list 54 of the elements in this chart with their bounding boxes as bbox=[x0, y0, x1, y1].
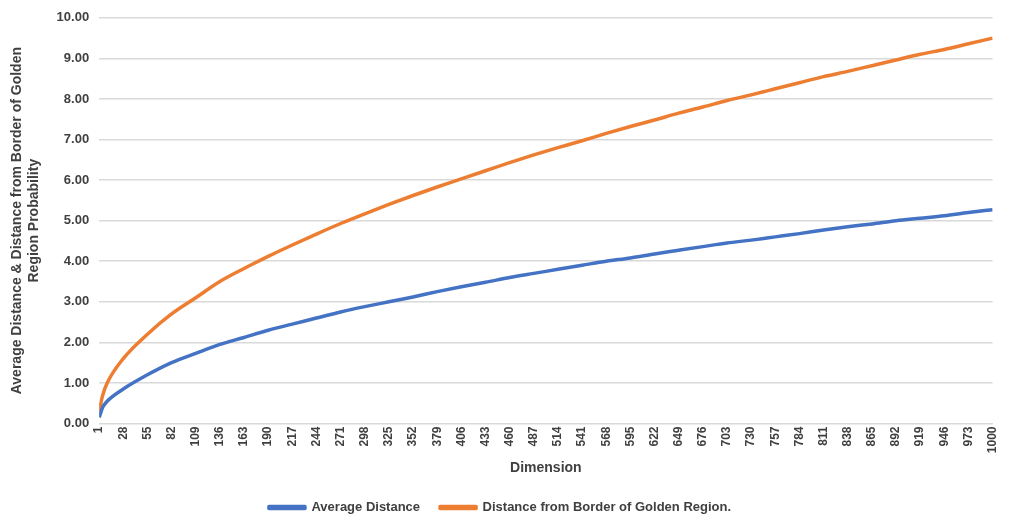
x-tick-label: 946 bbox=[936, 426, 951, 447]
x-tick-label: 1 bbox=[91, 426, 106, 434]
x-tick-label: 541 bbox=[574, 426, 589, 447]
x-tick-label: 217 bbox=[284, 426, 299, 447]
x-tick-label: 784 bbox=[791, 426, 806, 447]
x-tick-label: 244 bbox=[308, 426, 323, 447]
y-tick-label: 8.00 bbox=[63, 90, 90, 106]
x-tick-label: 514 bbox=[550, 426, 565, 447]
x-tick-label: 460 bbox=[501, 426, 516, 447]
y-axis-title: Average Distance & Distance from Border of Golden Region Probability bbox=[8, 47, 42, 395]
x-tick-label: 109 bbox=[188, 426, 203, 447]
x-tick-label: 568 bbox=[598, 426, 613, 447]
x-tick-label: 352 bbox=[405, 426, 420, 447]
y-tick-label: 0.00 bbox=[63, 415, 90, 431]
x-tick-label: 757 bbox=[767, 426, 782, 447]
y-tick-label: 4.00 bbox=[63, 252, 90, 268]
x-tick-label: 919 bbox=[912, 426, 927, 447]
y-tick-label: 9.00 bbox=[63, 49, 90, 65]
x-tick-label: 730 bbox=[743, 426, 758, 447]
y-tick-label: 5.00 bbox=[63, 212, 90, 228]
x-tick-label: 82 bbox=[163, 426, 178, 440]
x-tick-label: 811 bbox=[815, 426, 830, 446]
x-tick-label: 676 bbox=[695, 426, 710, 447]
x-tick-label: 487 bbox=[526, 426, 541, 447]
y-tick-label: 7.00 bbox=[63, 131, 90, 147]
x-tick-label: 55 bbox=[139, 426, 154, 440]
x-axis-title: Dimension bbox=[510, 459, 582, 476]
legend-label: Distance from Border of Golden Region. bbox=[482, 499, 732, 515]
x-tick-label: 298 bbox=[357, 426, 372, 447]
x-tick-label: 136 bbox=[212, 426, 227, 447]
x-tick-label: 595 bbox=[622, 426, 637, 447]
x-tick-label: 622 bbox=[646, 426, 661, 447]
x-tick-label: 271 bbox=[332, 426, 347, 447]
x-tick-label: 649 bbox=[670, 426, 685, 447]
x-tick-label: 892 bbox=[888, 426, 903, 447]
y-tick-label: 10.00 bbox=[56, 9, 90, 25]
x-tick-label: 163 bbox=[236, 426, 251, 447]
x-tick-label: 190 bbox=[260, 426, 275, 447]
line-series bbox=[99, 207, 993, 420]
x-tick-label: 379 bbox=[429, 426, 444, 447]
x-tick-label: 1000 bbox=[984, 426, 999, 454]
y-tick-label: 1.00 bbox=[63, 374, 90, 390]
x-tick-label: 703 bbox=[719, 426, 734, 447]
y-tick-label: 3.00 bbox=[63, 293, 90, 309]
x-tick-label: 325 bbox=[381, 426, 396, 447]
y-tick-label: 6.00 bbox=[63, 171, 90, 187]
y-tick-label: 2.00 bbox=[63, 333, 90, 349]
x-tick-label: 433 bbox=[477, 426, 492, 447]
x-tick-label: 406 bbox=[453, 426, 468, 447]
x-tick-label: 973 bbox=[960, 426, 975, 447]
x-tick-label: 838 bbox=[840, 426, 855, 447]
x-tick-label: 865 bbox=[864, 426, 879, 447]
x-tick-label: 28 bbox=[115, 426, 130, 440]
legend-label: Average Distance bbox=[311, 499, 421, 515]
